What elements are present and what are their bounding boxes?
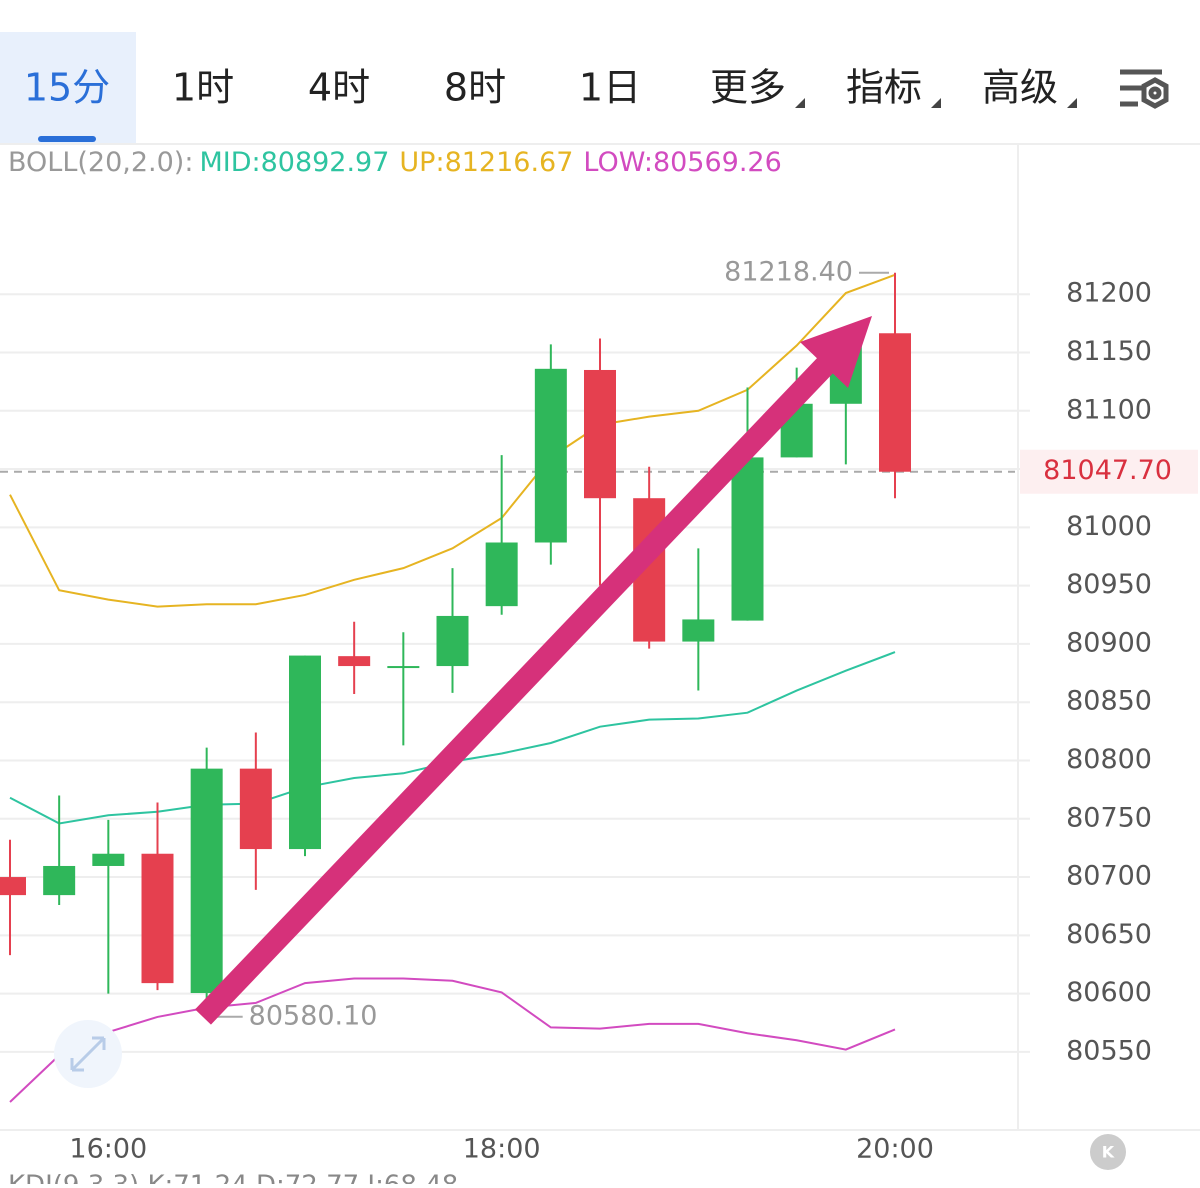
dropdown-caret <box>1067 98 1077 108</box>
high-marker-label: 81218.40 <box>724 256 853 287</box>
tab[interactable]: 8时 <box>444 66 506 110</box>
y-tick-label: 80800 <box>1066 744 1152 775</box>
settings-icon[interactable] <box>1120 69 1169 109</box>
tab-bar: 15分 1时 4时 8时 1日 更多 指标 高级 <box>24 66 1077 110</box>
y-tick-label: 81150 <box>1066 336 1152 367</box>
legend-entry: LOW:80569.26 <box>583 147 781 178</box>
active-tab-bg <box>0 32 136 144</box>
candle-body <box>534 368 567 543</box>
footer-indicator: KDJ(9,3,3) K:71.24 D:72.77 J:68.48 <box>8 1171 458 1185</box>
x-tick-label: 20:00 <box>856 1134 934 1165</box>
candle-body <box>289 655 321 850</box>
y-tick-label: 81200 <box>1066 278 1152 309</box>
candle-body <box>387 666 420 669</box>
y-tick-label: 81000 <box>1066 511 1152 542</box>
tab[interactable]: 4时 <box>308 66 370 110</box>
tab[interactable]: 1日 <box>579 66 641 110</box>
x-tick-label: 18:00 <box>463 1134 541 1165</box>
tab[interactable]: 1时 <box>172 66 234 110</box>
tab[interactable]: 更多 <box>710 66 786 110</box>
candle-body <box>879 333 911 472</box>
low-marker-label: 80580.10 <box>249 1000 378 1031</box>
k-button[interactable] <box>1090 1134 1126 1170</box>
active-tab-underline <box>38 136 96 142</box>
y-tick-label: 80900 <box>1066 627 1152 658</box>
y-tick-label: 80950 <box>1066 569 1152 600</box>
candle-body <box>239 768 272 850</box>
boll-line <box>9 977 896 1103</box>
last-price-label: 81047.70 <box>1043 455 1172 486</box>
dropdown-caret <box>931 98 941 108</box>
candle-body <box>92 853 125 866</box>
candle-body <box>731 457 764 621</box>
y-tick-label: 80550 <box>1066 1035 1152 1066</box>
y-tick-label: 80750 <box>1066 802 1152 833</box>
tab[interactable]: 指标 <box>846 66 922 110</box>
candle-body <box>190 768 223 994</box>
candle-body <box>141 853 174 984</box>
plot: 80550 80600 80650 80700 80750 80800 80850 80900… <box>0 147 1198 1165</box>
tab[interactable]: 高级 <box>982 66 1058 110</box>
candle-body <box>338 656 371 667</box>
trend-arrow <box>195 316 872 1025</box>
y-tick-label: 81100 <box>1066 394 1152 425</box>
expand-icon <box>70 1036 106 1072</box>
legend-entry: UP:81216.67 <box>399 147 573 178</box>
legend-entry: BOLL(20,2.0): <box>8 147 193 178</box>
candle-body <box>0 877 26 896</box>
candle-body <box>584 369 616 499</box>
y-tick-label: 80650 <box>1066 919 1152 950</box>
y-tick-label: 80700 <box>1066 861 1152 892</box>
last-price-badge <box>1020 449 1198 494</box>
candle-body <box>436 615 469 667</box>
candle-body <box>43 865 76 896</box>
y-tick-label: 80600 <box>1066 977 1152 1008</box>
x-tick-label: 16:00 <box>69 1134 147 1165</box>
legend-entry: MID:80892.97 <box>199 147 389 178</box>
candle-body <box>485 542 518 607</box>
tab[interactable]: 15分 <box>24 66 110 110</box>
y-tick-label: 80850 <box>1066 686 1152 717</box>
candle-body <box>682 619 715 642</box>
k-icon: K <box>1102 1143 1115 1162</box>
indicator-legend: BOLL(20,2.0): MID:80892.97 UP:81216.67 LOW:… <box>8 147 782 178</box>
dropdown-caret <box>795 98 805 108</box>
